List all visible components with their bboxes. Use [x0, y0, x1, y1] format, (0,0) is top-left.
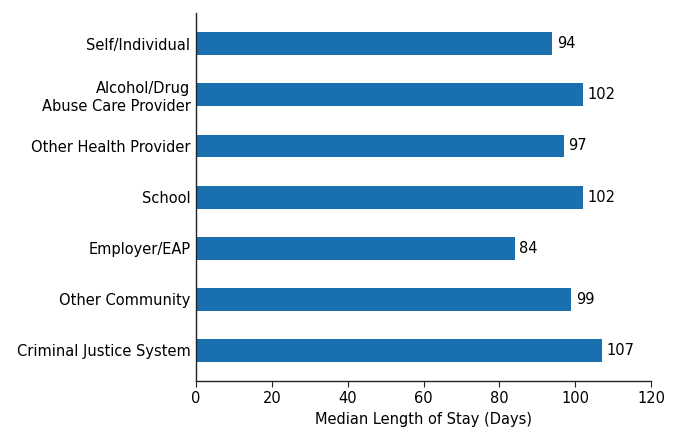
Bar — [196, 134, 564, 158]
Text: 107: 107 — [606, 343, 634, 358]
X-axis label: Median Length of Stay (Days): Median Length of Stay (Days) — [315, 412, 532, 427]
Bar — [196, 83, 582, 106]
Bar — [196, 288, 571, 311]
Bar — [196, 32, 552, 55]
Bar — [196, 237, 514, 260]
Text: 94: 94 — [557, 36, 575, 51]
Text: 102: 102 — [587, 88, 615, 102]
Bar — [196, 339, 602, 362]
Bar — [196, 186, 582, 208]
Text: 102: 102 — [587, 190, 615, 205]
Text: 84: 84 — [519, 241, 538, 256]
Text: 99: 99 — [576, 292, 594, 307]
Text: 97: 97 — [568, 138, 587, 153]
